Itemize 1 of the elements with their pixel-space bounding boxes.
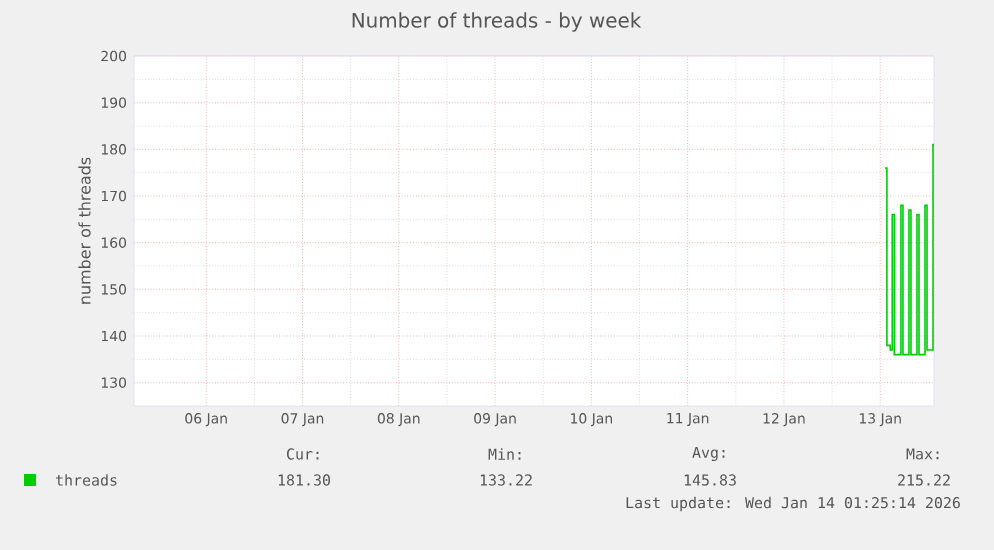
chart-title: Number of threads - by week (352, 12, 642, 32)
